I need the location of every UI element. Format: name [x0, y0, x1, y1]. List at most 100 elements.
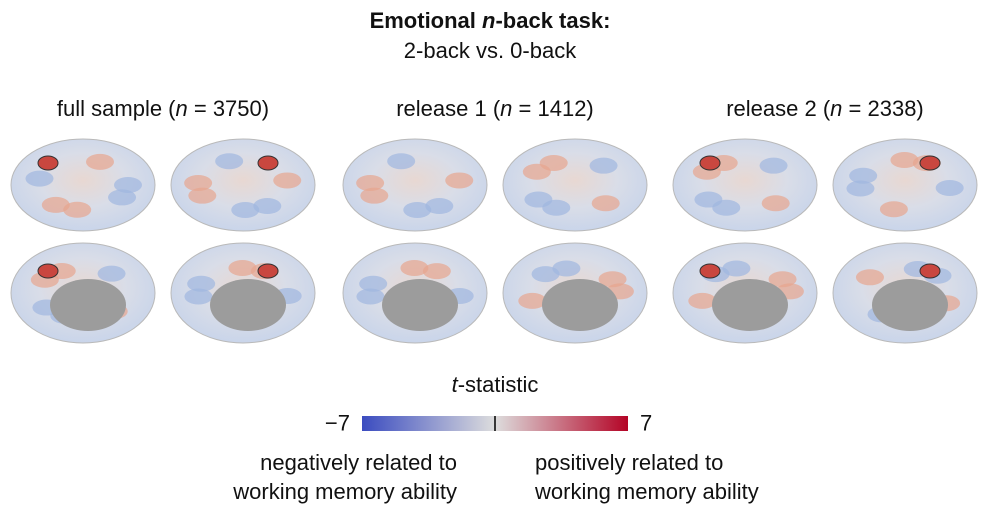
- brain-lateral: [170, 138, 316, 232]
- activation-spot: [688, 292, 717, 309]
- brain-medial: [342, 242, 488, 344]
- activation-spot: [422, 263, 451, 280]
- activation-spot: [97, 265, 126, 282]
- activation-spot: [356, 288, 385, 305]
- activation-spot: [855, 269, 884, 286]
- panel-title: release 1 (n = 1412): [396, 96, 594, 121]
- brain-lateral: [10, 138, 156, 232]
- cluster: [37, 155, 59, 171]
- activation-spot: [356, 175, 385, 192]
- brain-medial: [832, 242, 978, 344]
- brain-surface: [672, 138, 818, 232]
- cluster: [37, 263, 59, 279]
- cluster: [699, 155, 721, 171]
- activation-spot: [759, 157, 788, 174]
- activation-spot: [187, 275, 216, 292]
- activation-spot: [589, 157, 618, 174]
- activation-spot: [539, 154, 568, 171]
- title-part: = 3750): [188, 96, 269, 121]
- colorbar-tick-label: 7: [640, 410, 652, 435]
- activation-spot: [387, 153, 416, 170]
- activation-spot: [360, 187, 389, 204]
- activation-spot: [25, 170, 54, 187]
- cluster: [257, 155, 279, 171]
- activation-spot: [108, 189, 137, 206]
- panel-title: full sample (n = 3750): [57, 96, 269, 121]
- colorbar: −7 7: [325, 410, 652, 435]
- medial-wall: [382, 279, 458, 331]
- activation-spot: [403, 201, 432, 218]
- title-part: n: [176, 96, 188, 121]
- activation-spot: [531, 266, 560, 283]
- brain-medial: [170, 242, 316, 344]
- medial-wall: [712, 279, 788, 331]
- colorbar-tick-label: −7: [325, 410, 350, 435]
- title-part: full sample (: [57, 96, 176, 121]
- cluster: [919, 263, 941, 279]
- activation-spot: [890, 152, 919, 169]
- activation-spot: [184, 288, 213, 305]
- activation-spot: [228, 260, 257, 277]
- brain-surface: [832, 138, 978, 232]
- activation-spot: [231, 201, 260, 218]
- brain-lateral: [672, 138, 818, 232]
- brain-lateral: [342, 138, 488, 232]
- title-part: n: [482, 8, 495, 33]
- panels: full sample (n = 3750) release 1 (n = 141…: [10, 96, 978, 344]
- colorbar-label: t-statistic: [452, 372, 539, 397]
- activation-spot: [935, 179, 964, 196]
- title-part: n: [830, 96, 842, 121]
- brain-medial: [502, 242, 648, 344]
- title-part: n: [500, 96, 512, 121]
- title-part: -back task:: [495, 8, 610, 33]
- title-part: release 2 (: [726, 96, 831, 121]
- cluster: [919, 155, 941, 171]
- brain-lateral: [832, 138, 978, 232]
- activation-spot: [425, 198, 454, 215]
- medial-wall: [50, 279, 126, 331]
- activation-spot: [722, 260, 751, 277]
- activation-spot: [400, 260, 429, 277]
- activation-spot: [598, 271, 627, 288]
- subtitle: 2-back vs. 0-back: [404, 38, 577, 63]
- activation-spot: [41, 196, 70, 213]
- activation-spot: [273, 172, 302, 189]
- note: negatively related to: [260, 450, 457, 475]
- brain-surface: [502, 138, 648, 232]
- activation-spot: [86, 153, 115, 170]
- activation-spot: [768, 271, 797, 288]
- activation-spot: [445, 172, 474, 189]
- title-part: = 2338): [842, 96, 923, 121]
- activation-spot: [188, 187, 217, 204]
- activation-spot: [761, 195, 790, 212]
- activation-spot: [518, 292, 547, 309]
- brain-medial: [10, 242, 156, 344]
- activation-spot: [253, 198, 282, 215]
- note: positively related to: [535, 450, 723, 475]
- medial-wall: [542, 279, 618, 331]
- activation-spot: [524, 191, 553, 208]
- activation-spot: [552, 260, 581, 277]
- panel-title: release 2 (n = 2338): [726, 96, 924, 121]
- title-part: Emotional: [370, 8, 482, 33]
- activation-spot: [879, 201, 908, 218]
- activation-spot: [114, 177, 142, 193]
- activation-spot: [694, 191, 723, 208]
- activation-spot: [846, 180, 875, 197]
- note: working memory ability: [534, 479, 759, 504]
- activation-spot: [591, 195, 620, 212]
- brain-medial: [672, 242, 818, 344]
- medial-wall: [872, 279, 948, 331]
- activation-spot: [184, 175, 213, 192]
- note: working memory ability: [232, 479, 457, 504]
- cluster: [257, 263, 279, 279]
- title-part: = 1412): [512, 96, 593, 121]
- activation-spot: [215, 153, 244, 170]
- activation-spot: [849, 167, 878, 184]
- activation-spot: [359, 275, 388, 292]
- activation-spot: [63, 201, 92, 218]
- cluster: [699, 263, 721, 279]
- brain-lateral: [502, 138, 648, 232]
- medial-wall: [210, 279, 286, 331]
